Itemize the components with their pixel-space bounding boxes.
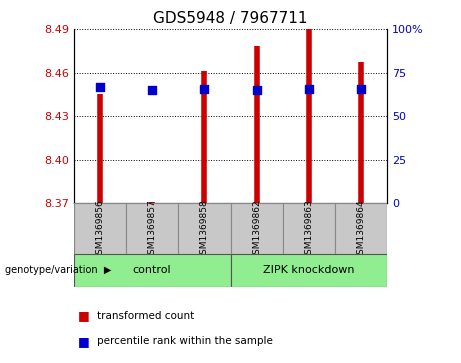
Text: genotype/variation  ▶: genotype/variation ▶ (5, 265, 111, 276)
Point (357, 86, 365, 91)
Point (148, 87, 156, 93)
Bar (126, 203, 178, 254)
Text: ■: ■ (78, 309, 90, 322)
Bar (74, 254, 230, 287)
Text: GSM1369862: GSM1369862 (252, 199, 261, 260)
Text: GSM1369864: GSM1369864 (357, 199, 366, 260)
Bar (283, 203, 335, 254)
Title: GDS5948 / 7967711: GDS5948 / 7967711 (153, 12, 308, 26)
Point (253, 87, 260, 93)
Text: ■: ■ (78, 335, 90, 348)
Text: GSM1369863: GSM1369863 (304, 199, 313, 260)
Point (305, 86, 313, 91)
Text: percentile rank within the sample: percentile rank within the sample (97, 336, 273, 346)
Text: ZIPK knockdown: ZIPK knockdown (263, 265, 355, 276)
Bar (178, 203, 230, 254)
Point (201, 86, 208, 91)
Text: GSM1369857: GSM1369857 (148, 199, 157, 260)
Bar (335, 203, 387, 254)
Text: GSM1369856: GSM1369856 (95, 199, 104, 260)
Text: transformed count: transformed count (97, 311, 194, 321)
Bar (74, 203, 126, 254)
Bar (230, 203, 283, 254)
Text: GSM1369858: GSM1369858 (200, 199, 209, 260)
Bar (230, 254, 387, 287)
Point (96, 84, 104, 90)
Text: control: control (133, 265, 171, 276)
